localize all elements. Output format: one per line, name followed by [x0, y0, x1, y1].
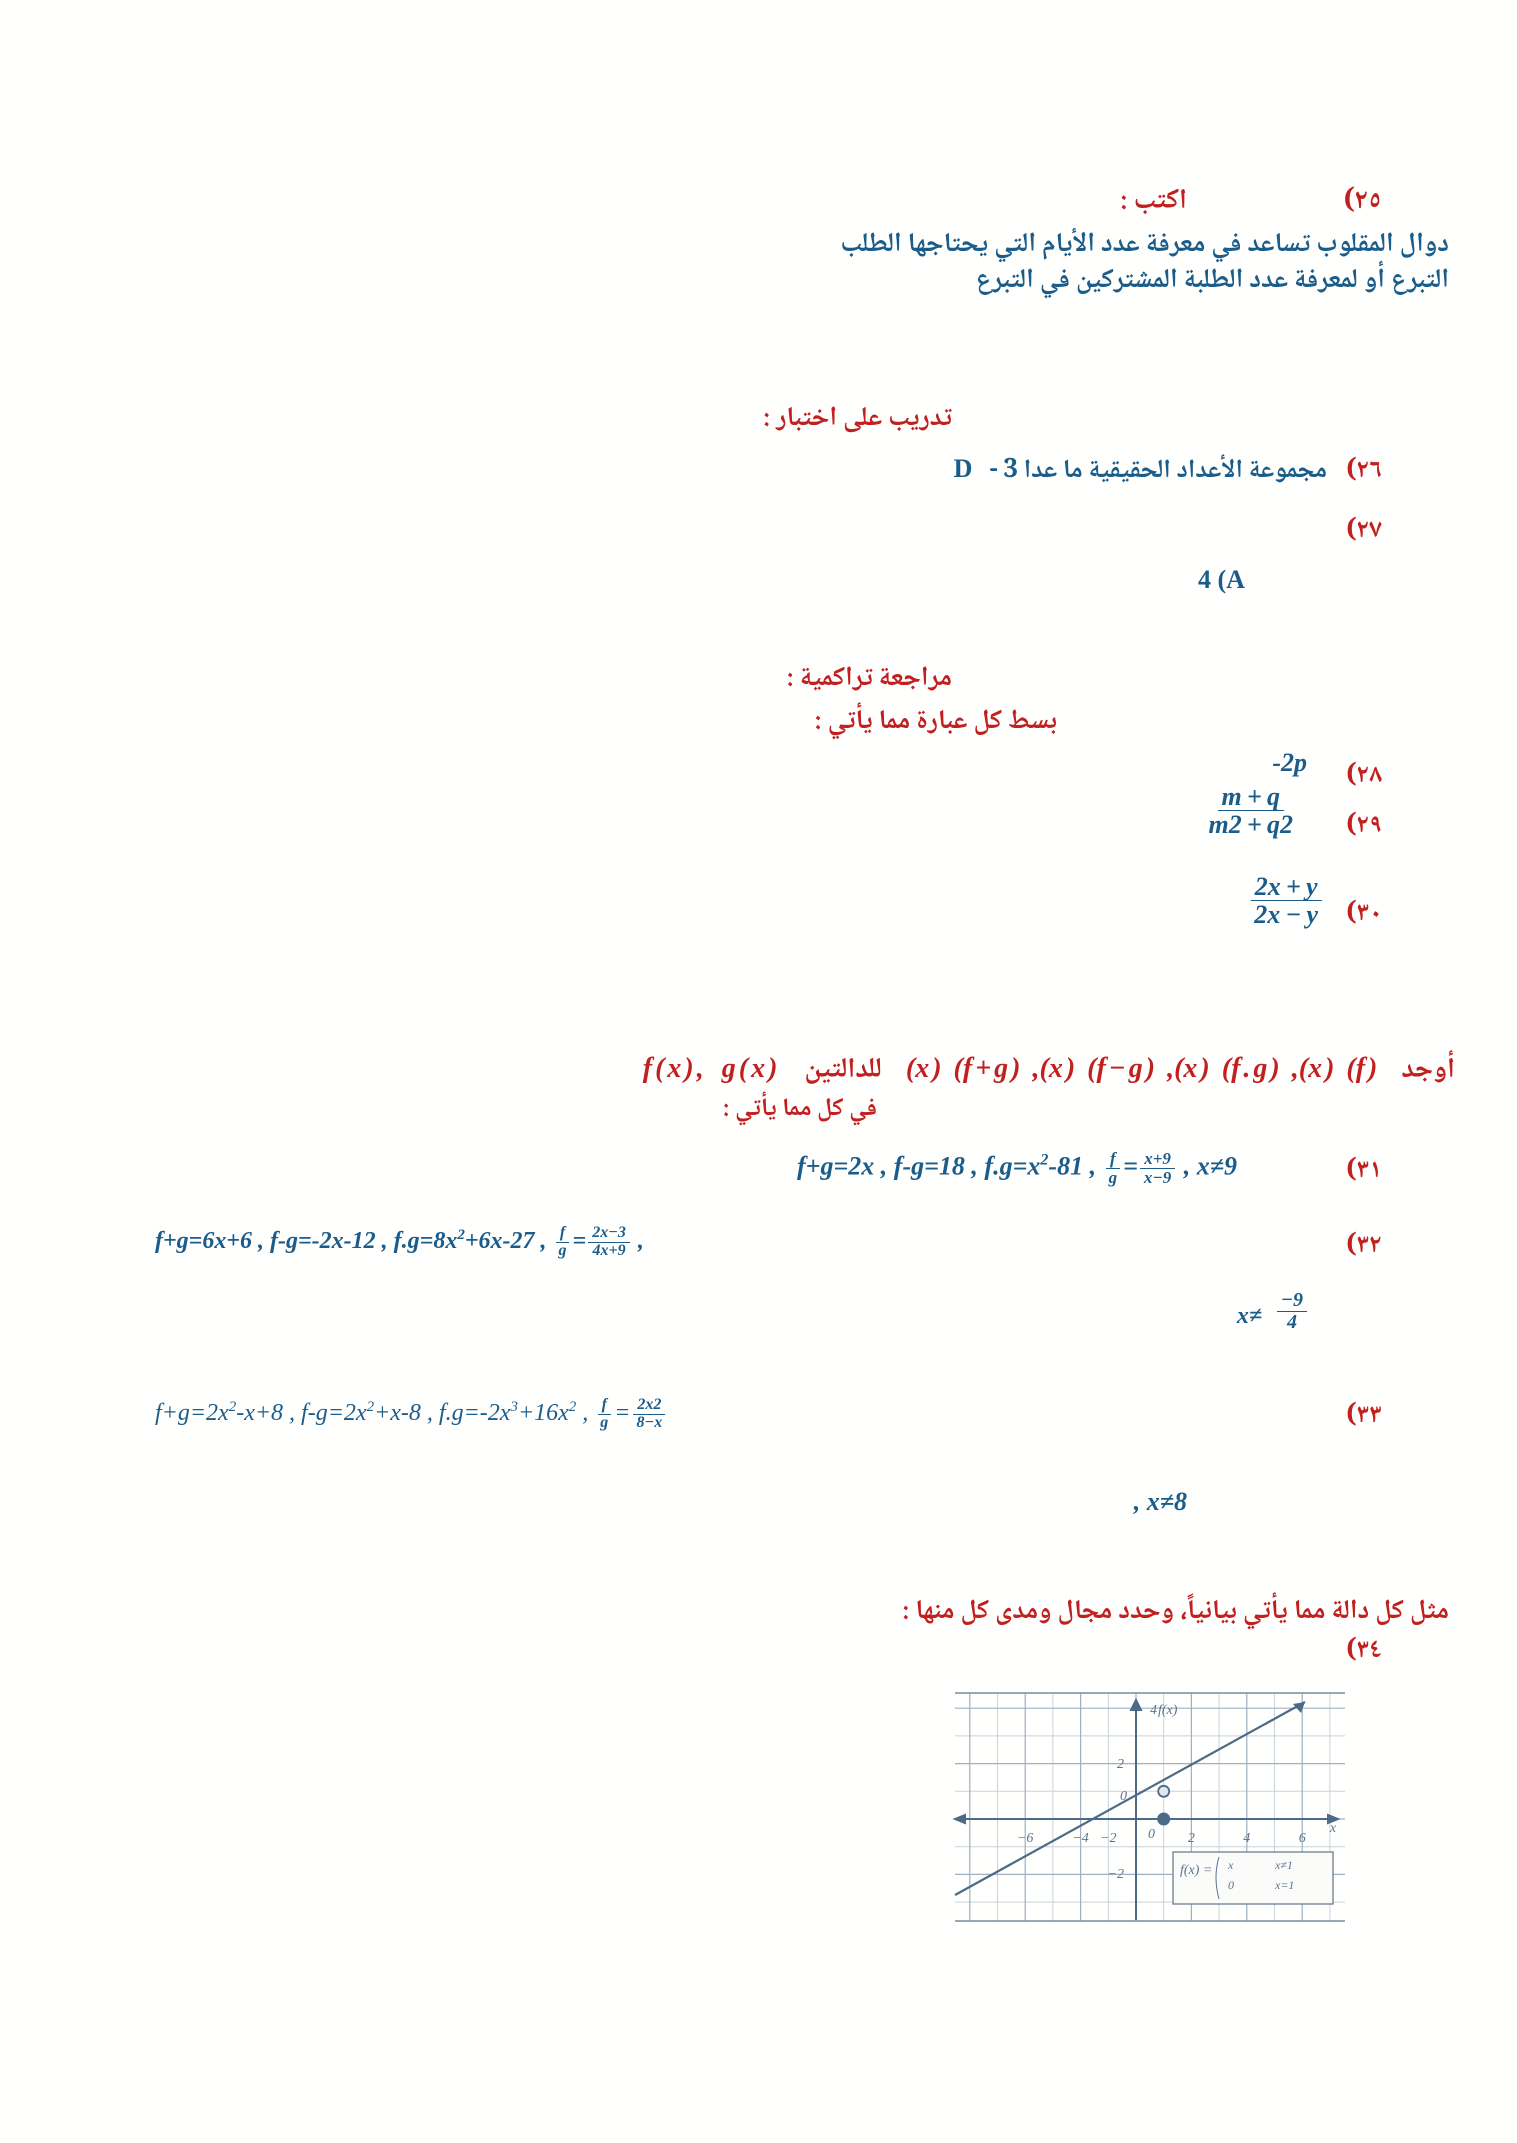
svg-text:x≠1: x≠1: [1274, 1858, 1293, 1872]
svg-text:−6: −6: [1017, 1831, 1033, 1846]
svg-text:x: x: [1329, 1821, 1337, 1836]
svg-text:0: 0: [1228, 1878, 1234, 1892]
svg-text:4: 4: [1243, 1831, 1250, 1846]
svg-text:2: 2: [1188, 1831, 1195, 1846]
svg-text:x=1: x=1: [1274, 1878, 1294, 1892]
svg-text:0: 0: [1148, 1827, 1155, 1842]
svg-text:x: x: [1227, 1858, 1234, 1872]
svg-text:6: 6: [1299, 1831, 1306, 1846]
svg-text:−4: −4: [1072, 1831, 1088, 1846]
svg-text:−2: −2: [1100, 1831, 1116, 1846]
svg-text:−2: −2: [1108, 1867, 1124, 1882]
svg-text:2: 2: [1117, 1757, 1124, 1772]
svg-text:4: 4: [1150, 1703, 1157, 1718]
svg-text:f(x) =: f(x) =: [1180, 1863, 1212, 1878]
svg-text:f(x): f(x): [1158, 1703, 1178, 1718]
